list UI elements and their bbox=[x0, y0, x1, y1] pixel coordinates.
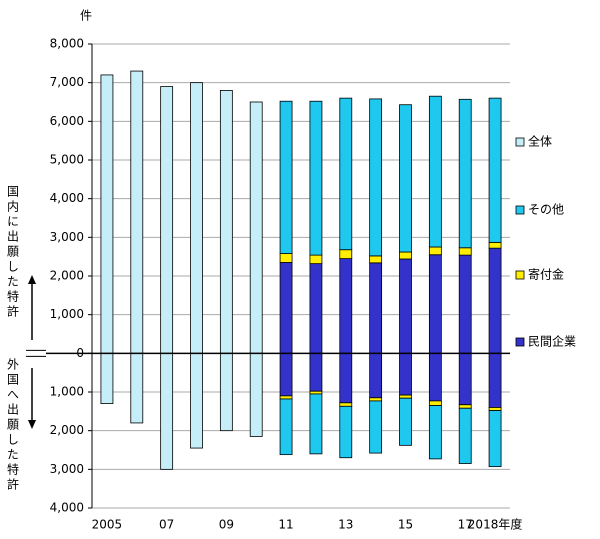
bar bbox=[190, 352, 203, 449]
y-tick-label: 1,000 bbox=[50, 307, 84, 321]
y-tick-label: 6,000 bbox=[50, 114, 84, 128]
bar bbox=[399, 258, 412, 354]
bar bbox=[458, 247, 472, 256]
axis-break bbox=[28, 350, 46, 357]
bar bbox=[160, 86, 174, 354]
bar bbox=[309, 393, 323, 455]
y-tick-label: 5,000 bbox=[50, 153, 84, 167]
bar bbox=[219, 90, 233, 354]
legend-swatch bbox=[515, 270, 525, 280]
legend-label: その他 bbox=[528, 203, 564, 217]
bar bbox=[279, 398, 293, 456]
bar bbox=[100, 74, 114, 354]
bar bbox=[100, 352, 114, 405]
bar bbox=[488, 247, 502, 354]
bar bbox=[339, 97, 353, 251]
bar bbox=[130, 352, 144, 424]
bar bbox=[190, 82, 203, 354]
bar bbox=[399, 251, 412, 260]
bar bbox=[339, 402, 353, 407]
y-tick-label: 3,000 bbox=[50, 230, 84, 244]
x-tick-label: 09 bbox=[219, 518, 234, 532]
bar bbox=[309, 390, 323, 395]
bar bbox=[339, 258, 353, 354]
y-tick-label: 4,000 bbox=[50, 191, 84, 205]
bar bbox=[428, 400, 442, 406]
bar bbox=[279, 100, 293, 254]
bar bbox=[458, 254, 472, 354]
bar bbox=[428, 405, 442, 460]
y-tick-label: 4,000 bbox=[50, 501, 84, 515]
bar bbox=[130, 70, 144, 354]
bar bbox=[249, 352, 263, 437]
bar bbox=[219, 352, 233, 432]
bar bbox=[488, 97, 502, 243]
x-tick-label: 07 bbox=[159, 518, 174, 532]
lower-label: 外国へ出願した特許 bbox=[6, 358, 20, 493]
y-tick-label: 2,000 bbox=[50, 423, 84, 437]
bar bbox=[488, 410, 502, 468]
bar bbox=[458, 352, 472, 406]
bar bbox=[399, 352, 412, 396]
y-tick-label: 3,000 bbox=[50, 462, 84, 476]
bar bbox=[399, 104, 412, 253]
x-tick-label: 17 bbox=[458, 518, 473, 532]
bar bbox=[428, 254, 442, 354]
bar bbox=[488, 352, 502, 408]
bar bbox=[428, 95, 442, 248]
y-tick-label: 7,000 bbox=[50, 75, 84, 89]
upper-label: 国内に出願した特許 bbox=[6, 185, 20, 320]
y-tick-label: 1,000 bbox=[50, 385, 84, 399]
bar bbox=[369, 352, 383, 399]
legend-swatch bbox=[515, 137, 525, 147]
legend-label: 全体 bbox=[528, 134, 552, 149]
bar bbox=[309, 263, 323, 354]
legend-label: 寄付金 bbox=[528, 267, 564, 282]
y-tick-label: 8,000 bbox=[50, 37, 84, 51]
bar bbox=[458, 407, 472, 464]
bar bbox=[339, 352, 353, 404]
bar bbox=[279, 253, 293, 263]
bar bbox=[309, 254, 323, 265]
bar bbox=[488, 241, 502, 249]
bar bbox=[399, 397, 412, 446]
y-axis-label: 件 bbox=[80, 9, 92, 23]
bar bbox=[458, 98, 472, 249]
x-tick-label: 15 bbox=[398, 518, 413, 532]
bar bbox=[369, 397, 383, 402]
bar bbox=[399, 394, 412, 399]
bar bbox=[369, 98, 383, 257]
bar bbox=[160, 352, 174, 470]
bar bbox=[458, 404, 472, 409]
bar bbox=[428, 352, 442, 402]
bar bbox=[369, 400, 383, 454]
bar bbox=[279, 262, 293, 354]
legend-swatch bbox=[515, 337, 525, 347]
bar bbox=[249, 101, 263, 354]
x-tick-label: 2005 bbox=[92, 518, 123, 532]
bar bbox=[309, 352, 323, 392]
arrow-down-head bbox=[28, 420, 36, 429]
bar bbox=[369, 262, 383, 354]
bar bbox=[369, 255, 383, 264]
bar bbox=[428, 246, 442, 256]
legend-label: 民間企業 bbox=[528, 334, 576, 349]
bar bbox=[339, 249, 353, 259]
y-tick-label: 2,000 bbox=[50, 269, 84, 283]
legend-swatch bbox=[515, 205, 525, 215]
arrow-up-head bbox=[28, 275, 36, 284]
bar bbox=[279, 395, 293, 400]
bar bbox=[279, 352, 293, 397]
bar bbox=[309, 100, 323, 256]
bar bbox=[339, 405, 353, 459]
x-tick-label: 11 bbox=[278, 518, 293, 532]
bar bbox=[488, 407, 502, 411]
x-tick-label: 13 bbox=[338, 518, 353, 532]
x-tick-label: 2018年度 bbox=[468, 517, 523, 532]
